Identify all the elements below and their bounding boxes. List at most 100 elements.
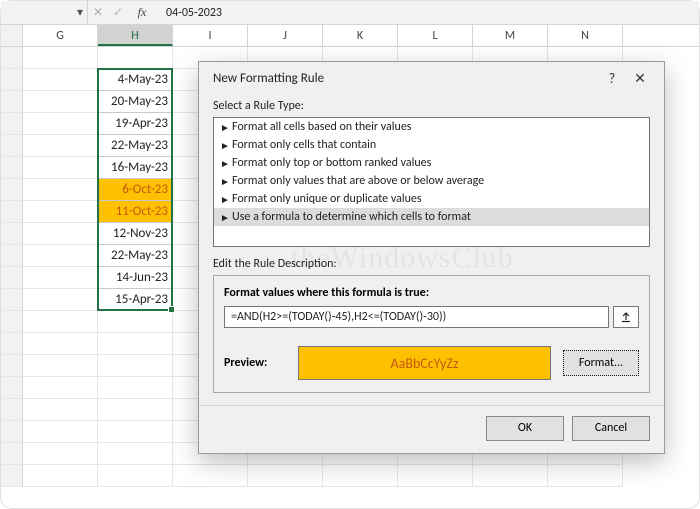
cell[interactable]: [23, 69, 98, 91]
cell[interactable]: 12-Nov-23: [98, 223, 173, 245]
bullet-icon: ►: [220, 157, 232, 170]
cell[interactable]: [473, 465, 548, 487]
bullet-icon: ►: [220, 175, 232, 188]
cell[interactable]: [23, 47, 98, 69]
row-header[interactable]: [1, 267, 23, 289]
row-header[interactable]: [1, 333, 23, 355]
cell[interactable]: [23, 113, 98, 135]
bullet-icon: ►: [220, 193, 232, 206]
bullet-icon: ►: [220, 211, 232, 224]
cell[interactable]: [98, 47, 173, 69]
cell[interactable]: [23, 267, 98, 289]
row-header[interactable]: [1, 443, 23, 465]
column-header-M[interactable]: M: [473, 25, 548, 46]
row-header[interactable]: [1, 355, 23, 377]
cell[interactable]: [23, 443, 98, 465]
cell[interactable]: 22-May-23: [98, 135, 173, 157]
rule-type-item[interactable]: ►Format only values that are above or be…: [214, 172, 649, 190]
cell[interactable]: [23, 465, 98, 487]
cell[interactable]: [98, 465, 173, 487]
cell[interactable]: [23, 245, 98, 267]
row-header[interactable]: [1, 465, 23, 487]
column-header-H[interactable]: H: [98, 25, 173, 46]
row-header[interactable]: [1, 421, 23, 443]
rule-type-label: Format only cells that contain: [232, 138, 376, 152]
cell[interactable]: [248, 465, 323, 487]
rule-type-list[interactable]: ►Format all cells based on their values►…: [213, 117, 650, 247]
cell[interactable]: [98, 355, 173, 377]
row-header[interactable]: [1, 47, 23, 69]
column-header-L[interactable]: L: [398, 25, 473, 46]
cell[interactable]: [98, 421, 173, 443]
cancel-button[interactable]: Cancel: [572, 416, 650, 441]
new-formatting-rule-dialog: New Formatting Rule ? ✕ Select a Rule Ty…: [198, 61, 665, 454]
cell[interactable]: 4-May-23: [98, 69, 173, 91]
cell[interactable]: [23, 201, 98, 223]
column-header-I[interactable]: I: [173, 25, 248, 46]
row-header[interactable]: [1, 113, 23, 135]
row-header[interactable]: [1, 311, 23, 333]
row-header[interactable]: [1, 289, 23, 311]
cell[interactable]: [23, 355, 98, 377]
cell[interactable]: [23, 91, 98, 113]
column-header-J[interactable]: J: [248, 25, 323, 46]
rule-type-label: Format only unique or duplicate values: [232, 192, 422, 206]
formula-bar-value[interactable]: 04-05-2023: [156, 6, 222, 20]
cell[interactable]: [23, 135, 98, 157]
fx-icon[interactable]: fx: [128, 5, 156, 20]
row-header[interactable]: [1, 201, 23, 223]
cell[interactable]: [23, 289, 98, 311]
row-header[interactable]: [1, 245, 23, 267]
cell[interactable]: [23, 399, 98, 421]
rule-type-item[interactable]: ►Use a formula to determine which cells …: [214, 208, 649, 226]
close-button[interactable]: ✕: [626, 70, 654, 87]
cell[interactable]: [323, 465, 398, 487]
column-header-G[interactable]: G: [23, 25, 98, 46]
cell[interactable]: 15-Apr-23: [98, 289, 173, 311]
cell[interactable]: [23, 223, 98, 245]
column-header-K[interactable]: K: [323, 25, 398, 46]
help-button[interactable]: ?: [598, 70, 626, 87]
cell[interactable]: 20-May-23: [98, 91, 173, 113]
row-header[interactable]: [1, 91, 23, 113]
cell[interactable]: [23, 179, 98, 201]
row-header[interactable]: [1, 179, 23, 201]
cell[interactable]: [98, 399, 173, 421]
name-box-chevron-icon[interactable]: ▾: [73, 5, 87, 20]
row-header[interactable]: [1, 399, 23, 421]
cell[interactable]: [173, 465, 248, 487]
rule-type-item[interactable]: ►Format only top or bottom ranked values: [214, 154, 649, 172]
column-header-N[interactable]: N: [548, 25, 623, 46]
row-header[interactable]: [1, 157, 23, 179]
cell[interactable]: [98, 377, 173, 399]
collapse-dialog-button[interactable]: [613, 306, 639, 328]
cell[interactable]: 19-Apr-23: [98, 113, 173, 135]
cell[interactable]: 16-May-23: [98, 157, 173, 179]
cell[interactable]: [98, 311, 173, 333]
cell[interactable]: 6-Oct-23: [98, 179, 173, 201]
cell[interactable]: 22-May-23: [98, 245, 173, 267]
ok-button[interactable]: OK: [486, 416, 564, 441]
formula-input[interactable]: =AND(H2>=(TODAY()-45),H2<=(TODAY()-30)): [224, 306, 609, 328]
cell[interactable]: [23, 421, 98, 443]
cell[interactable]: [548, 465, 623, 487]
rule-type-item[interactable]: ►Format only cells that contain: [214, 136, 649, 154]
row-header[interactable]: [1, 69, 23, 91]
format-button[interactable]: Format...: [563, 350, 639, 376]
cell[interactable]: [398, 465, 473, 487]
row-header[interactable]: [1, 135, 23, 157]
row-header[interactable]: [1, 223, 23, 245]
rule-type-item[interactable]: ►Format only unique or duplicate values: [214, 190, 649, 208]
cell[interactable]: [98, 443, 173, 465]
cell[interactable]: 11-Oct-23: [98, 201, 173, 223]
cell[interactable]: [23, 333, 98, 355]
cell[interactable]: [23, 157, 98, 179]
rule-type-item[interactable]: ►Format all cells based on their values: [214, 118, 649, 136]
select-all-corner[interactable]: [1, 25, 23, 46]
cell[interactable]: [98, 333, 173, 355]
cell[interactable]: [23, 311, 98, 333]
formula-bar: ▾ ✕ ✓ fx 04-05-2023: [1, 1, 699, 25]
cell[interactable]: 14-Jun-23: [98, 267, 173, 289]
row-header[interactable]: [1, 377, 23, 399]
cell[interactable]: [23, 377, 98, 399]
